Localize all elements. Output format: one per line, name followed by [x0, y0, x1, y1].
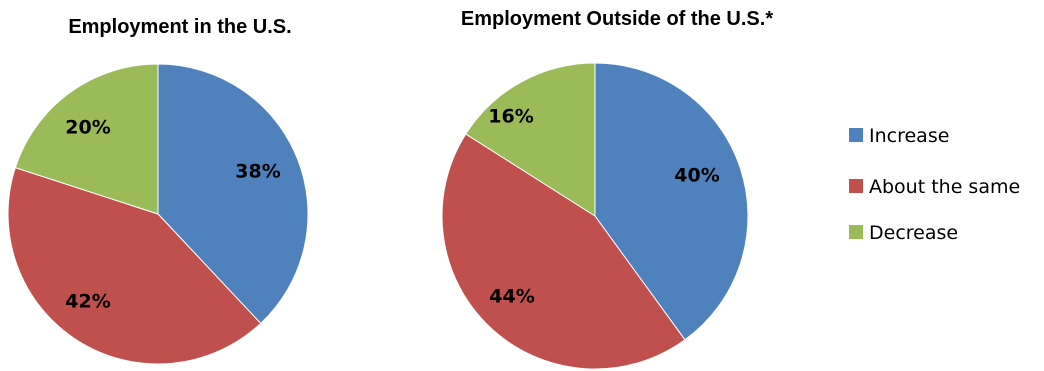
- pie-outside-us-label-increase: 40%: [674, 165, 719, 187]
- pie-outside-us-slice-increase: [594, 62, 749, 341]
- chart-title-us: Employment in the U.S.: [68, 16, 291, 38]
- pie-outside-us-label-decrease: 16%: [488, 106, 533, 128]
- pie-outside-us-slice-decrease: [465, 62, 596, 217]
- pie-outside-us: 40% 44% 16%: [441, 62, 749, 370]
- pie-outside-us-label-about-the-same: 44%: [489, 286, 534, 308]
- pie-outside-us-slice-about-the-same: [441, 133, 686, 370]
- legend-swatch-decrease: [849, 225, 863, 239]
- pie-us-slice-about-the-same: [7, 167, 262, 365]
- legend-item-about-the-same: About the same: [849, 176, 1020, 198]
- legend-label-increase: Increase: [869, 125, 949, 147]
- legend: Increase About the same Decrease: [849, 125, 1020, 244]
- pie-us-label-increase: 38%: [235, 161, 280, 183]
- chart-title-outside-us: Employment Outside of the U.S.*: [461, 8, 773, 30]
- pie-us-label-decrease: 20%: [65, 117, 110, 139]
- pie-us: 38% 42% 20%: [7, 63, 309, 365]
- pie-us-label-about-the-same: 42%: [65, 291, 110, 313]
- legend-item-increase: Increase: [849, 125, 949, 147]
- legend-swatch-increase: [849, 128, 863, 142]
- legend-label-about-the-same: About the same: [869, 176, 1020, 198]
- pie-us-slice-decrease: [14, 63, 159, 215]
- pie-us-slice-increase: [157, 63, 309, 325]
- legend-item-decrease: Decrease: [849, 222, 958, 244]
- legend-swatch-about-the-same: [849, 179, 863, 193]
- legend-label-decrease: Decrease: [869, 222, 958, 244]
